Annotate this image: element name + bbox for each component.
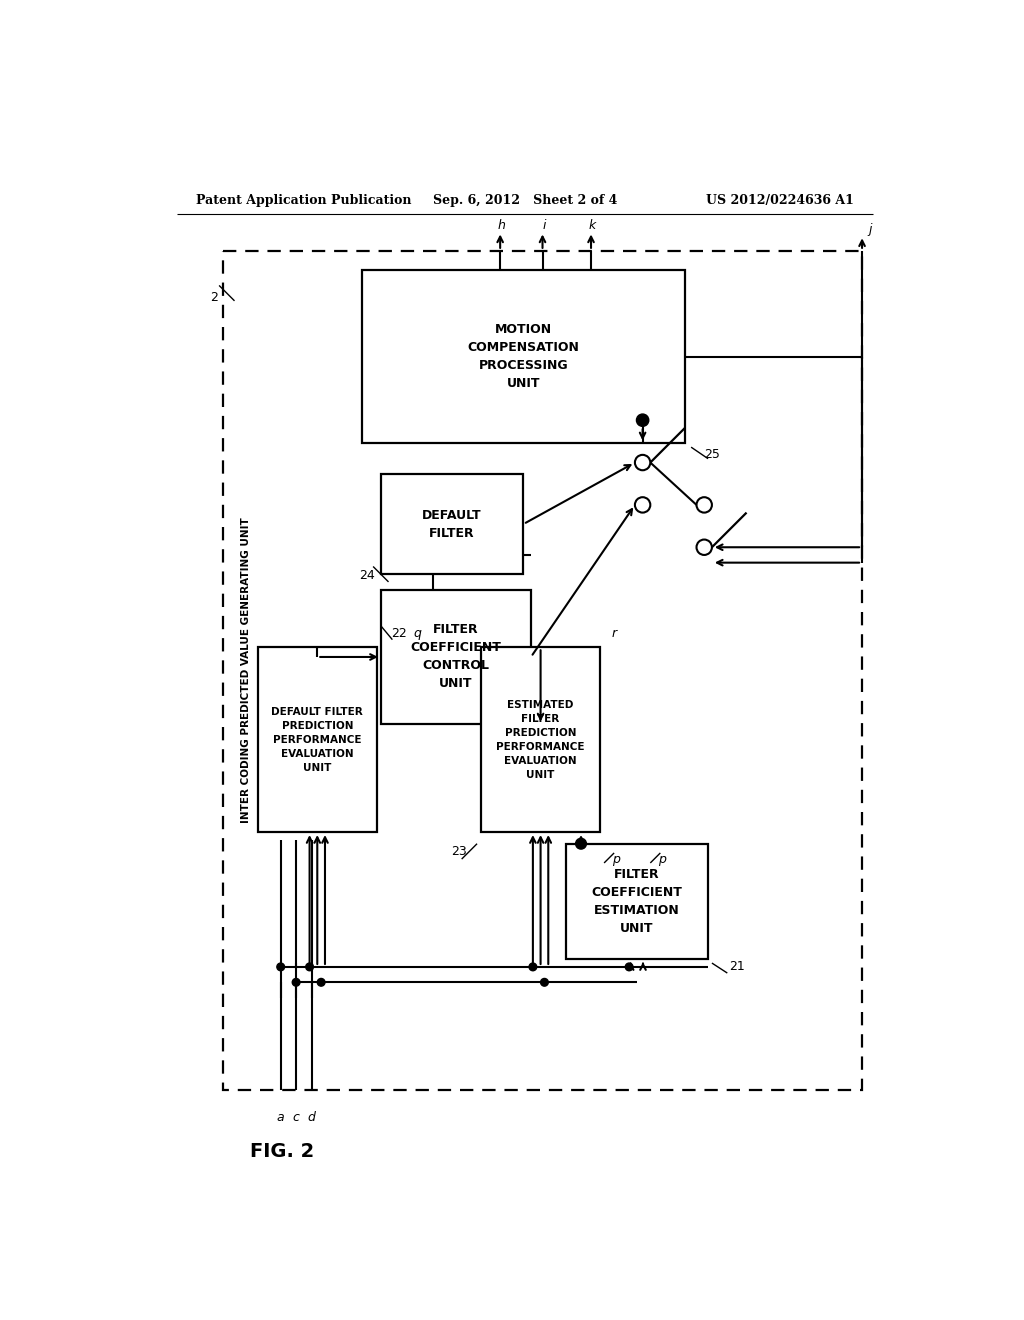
- Circle shape: [637, 414, 649, 426]
- Text: d: d: [307, 1110, 315, 1123]
- Circle shape: [317, 978, 325, 986]
- Text: 22: 22: [391, 627, 407, 640]
- Text: p: p: [658, 853, 666, 866]
- Text: DEFAULT
FILTER: DEFAULT FILTER: [422, 508, 482, 540]
- Circle shape: [575, 838, 587, 849]
- Text: h: h: [498, 219, 506, 232]
- Text: ESTIMATED
FILTER
PREDICTION
PERFORMANCE
EVALUATION
UNIT: ESTIMATED FILTER PREDICTION PERFORMANCE …: [497, 700, 585, 780]
- Circle shape: [276, 964, 285, 970]
- Text: r: r: [611, 627, 616, 640]
- Text: Sep. 6, 2012   Sheet 2 of 4: Sep. 6, 2012 Sheet 2 of 4: [432, 194, 617, 207]
- Bar: [381, 590, 531, 725]
- Bar: [223, 251, 862, 1090]
- Bar: [381, 474, 523, 574]
- Circle shape: [541, 978, 548, 986]
- Bar: [565, 843, 708, 960]
- Text: Patent Application Publication: Patent Application Publication: [196, 194, 412, 207]
- Circle shape: [529, 964, 537, 970]
- Text: c: c: [293, 1110, 300, 1123]
- Text: a: a: [276, 1110, 285, 1123]
- Text: 2: 2: [210, 290, 218, 304]
- Text: 21: 21: [730, 961, 745, 973]
- Text: j: j: [868, 223, 871, 236]
- Text: p: p: [611, 853, 620, 866]
- Text: 25: 25: [703, 449, 720, 462]
- Text: DEFAULT FILTER
PREDICTION
PERFORMANCE
EVALUATION
UNIT: DEFAULT FILTER PREDICTION PERFORMANCE EV…: [271, 706, 364, 772]
- Text: 24: 24: [359, 569, 375, 582]
- Text: i: i: [543, 219, 546, 232]
- Text: MOTION
COMPENSATION
PROCESSING
UNIT: MOTION COMPENSATION PROCESSING UNIT: [467, 323, 580, 391]
- Circle shape: [292, 978, 300, 986]
- Text: FILTER
COEFFICIENT
ESTIMATION
UNIT: FILTER COEFFICIENT ESTIMATION UNIT: [592, 869, 682, 935]
- Bar: [258, 647, 377, 832]
- Text: 23: 23: [452, 845, 467, 858]
- Text: FIG. 2: FIG. 2: [250, 1142, 314, 1162]
- Bar: [481, 647, 600, 832]
- Text: q: q: [414, 627, 422, 640]
- Text: US 2012/0224636 A1: US 2012/0224636 A1: [707, 194, 854, 207]
- Bar: [361, 271, 685, 444]
- Text: k: k: [589, 219, 596, 232]
- Text: INTER CODING PREDICTED VALUE GENERATING UNIT: INTER CODING PREDICTED VALUE GENERATING …: [241, 517, 251, 824]
- Circle shape: [306, 964, 313, 970]
- Text: FILTER
COEFFICIENT
CONTROL
UNIT: FILTER COEFFICIENT CONTROL UNIT: [411, 623, 502, 690]
- Circle shape: [626, 964, 633, 970]
